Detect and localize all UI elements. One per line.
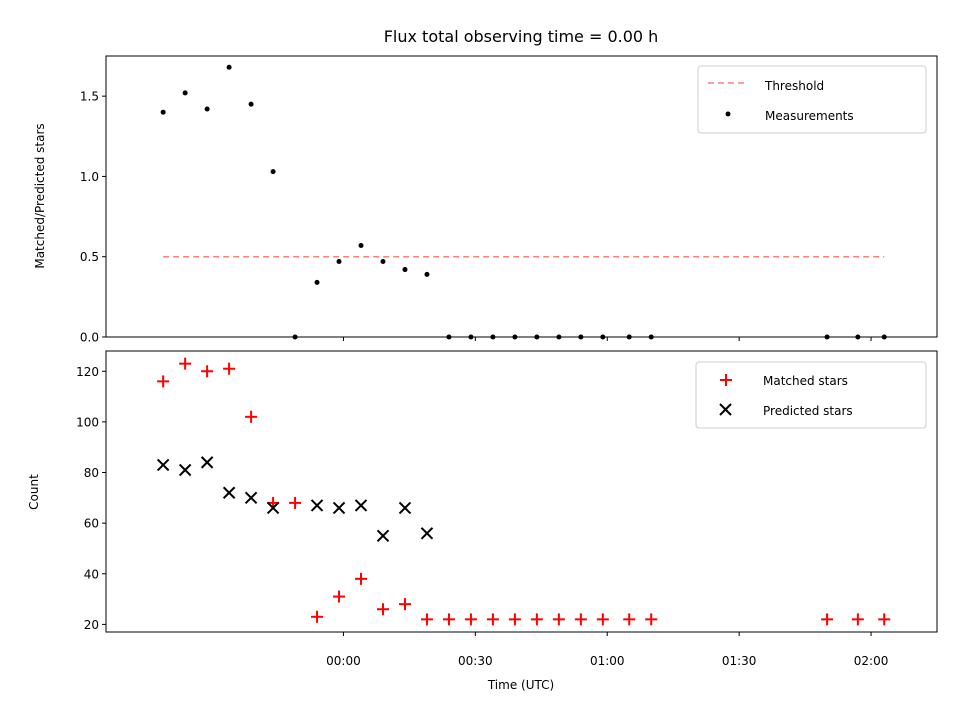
matched-stars-point (508, 613, 521, 626)
predicted-stars-point (398, 501, 412, 515)
matched-stars-point (645, 613, 658, 626)
ytick-label: 0.5 (80, 250, 99, 264)
flux-ratio-axes-frame (105, 55, 938, 338)
matched-stars-point (157, 375, 170, 388)
xtick-label: 01:00 (590, 654, 625, 668)
flux-ratio-legend: Threshold Measurements (697, 65, 927, 134)
legend-matched-swatch (720, 374, 732, 386)
measurement-point (534, 334, 540, 340)
measurement-point (292, 334, 298, 340)
matched-stars-point (574, 613, 587, 626)
measurement-point (648, 334, 654, 340)
measurement-point (424, 271, 430, 277)
star-count-panel: 20 40 60 80 100 120 00:00 00:30 01:00 01:30 02:00… (27, 350, 938, 692)
star-count-xlabel: Time (UTC) (487, 678, 554, 692)
ytick-label: 1.5 (80, 90, 99, 104)
matched-stars-point (245, 410, 258, 423)
measurement-point (881, 334, 887, 340)
matched-stars-point (289, 496, 302, 509)
xtick-label: 00:30 (458, 654, 493, 668)
legend-predicted-label: Predicted stars (763, 404, 853, 418)
flux-ratio-panel: 0.0 0.5 1.0 1.5 Matched/Predicted stars Thr… (33, 55, 938, 345)
matched-stars-point (878, 613, 891, 626)
measurement-point (556, 334, 562, 340)
flux-ratio-ylabel: Matched/Predicted stars (33, 123, 47, 268)
xtick-label: 00:00 (326, 654, 361, 668)
legend-predicted-swatch (719, 403, 732, 416)
measurement-point (626, 334, 632, 340)
measurement-point (446, 334, 452, 340)
measurement-point (160, 109, 166, 115)
measurement-point (402, 267, 408, 273)
matched-stars-point (420, 613, 433, 626)
predicted-stars-point (156, 458, 170, 472)
ytick-label: 120 (76, 365, 99, 379)
legend-measurements-swatch (725, 111, 731, 117)
matched-stars-point (333, 590, 346, 603)
measurement-point (314, 279, 320, 285)
legend-measurements-label: Measurements (765, 109, 854, 123)
measurement-point (824, 334, 830, 340)
matched-stars-point (821, 613, 834, 626)
predicted-stars-point (354, 499, 368, 512)
star-count-legend: Matched stars Predicted stars (695, 361, 927, 429)
matched-stars-point (623, 613, 636, 626)
matched-stars-point (442, 613, 455, 626)
predicted-stars-point (200, 456, 214, 469)
predicted-stars-point (310, 499, 324, 512)
measurement-point (226, 64, 232, 70)
matched-stars-point (851, 613, 864, 626)
matched-stars-point (464, 613, 477, 626)
measurement-point (512, 334, 518, 340)
measurement-point (380, 259, 386, 265)
measurement-point (578, 334, 584, 340)
measurement-point (855, 334, 861, 340)
matched-stars-point (355, 572, 368, 585)
matched-stars-point (486, 613, 499, 626)
measurement-point (248, 101, 254, 107)
predicted-stars-point (332, 501, 346, 515)
ytick-label: 0.0 (80, 331, 99, 345)
matched-stars-point (311, 610, 324, 623)
matched-stars-point (223, 362, 236, 375)
measurement-point (490, 334, 496, 340)
matched-stars-point (552, 613, 565, 626)
predicted-stars-point (266, 501, 280, 515)
predicted-stars-point (244, 491, 258, 505)
measurement-point (270, 169, 276, 175)
ytick-label: 20 (84, 618, 99, 632)
legend-matched-label: Matched stars (763, 374, 848, 388)
matched-stars-point (596, 613, 609, 626)
ytick-label: 1.0 (80, 170, 99, 184)
xtick-label: 02:00 (854, 654, 889, 668)
ytick-label: 40 (84, 567, 99, 581)
predicted-stars-point (376, 529, 390, 543)
ytick-label: 80 (84, 466, 99, 480)
star-count-axes-frame (105, 350, 938, 633)
star-count-ylabel: Count (27, 474, 41, 510)
ytick-label: 100 (76, 415, 99, 429)
predicted-stars-point (420, 527, 434, 540)
predicted-stars-point (178, 463, 192, 477)
xtick-label: 01:30 (722, 654, 757, 668)
measurement-point (600, 334, 606, 340)
matched-stars-point (377, 603, 389, 616)
chart-title: Flux total observing time = 0.00 h (384, 27, 659, 46)
measurement-point (468, 334, 474, 340)
measurement-point (358, 242, 364, 248)
matched-stars-point (179, 357, 192, 370)
matched-stars-point (398, 598, 411, 611)
predicted-stars-point (222, 486, 236, 499)
measurement-point (204, 106, 210, 112)
legend-threshold-label: Threshold (764, 79, 824, 93)
ytick-label: 60 (84, 517, 99, 531)
measurement-point (336, 259, 342, 265)
matched-stars-point (201, 365, 214, 378)
matched-stars-point (530, 613, 543, 626)
measurement-point (182, 90, 188, 96)
